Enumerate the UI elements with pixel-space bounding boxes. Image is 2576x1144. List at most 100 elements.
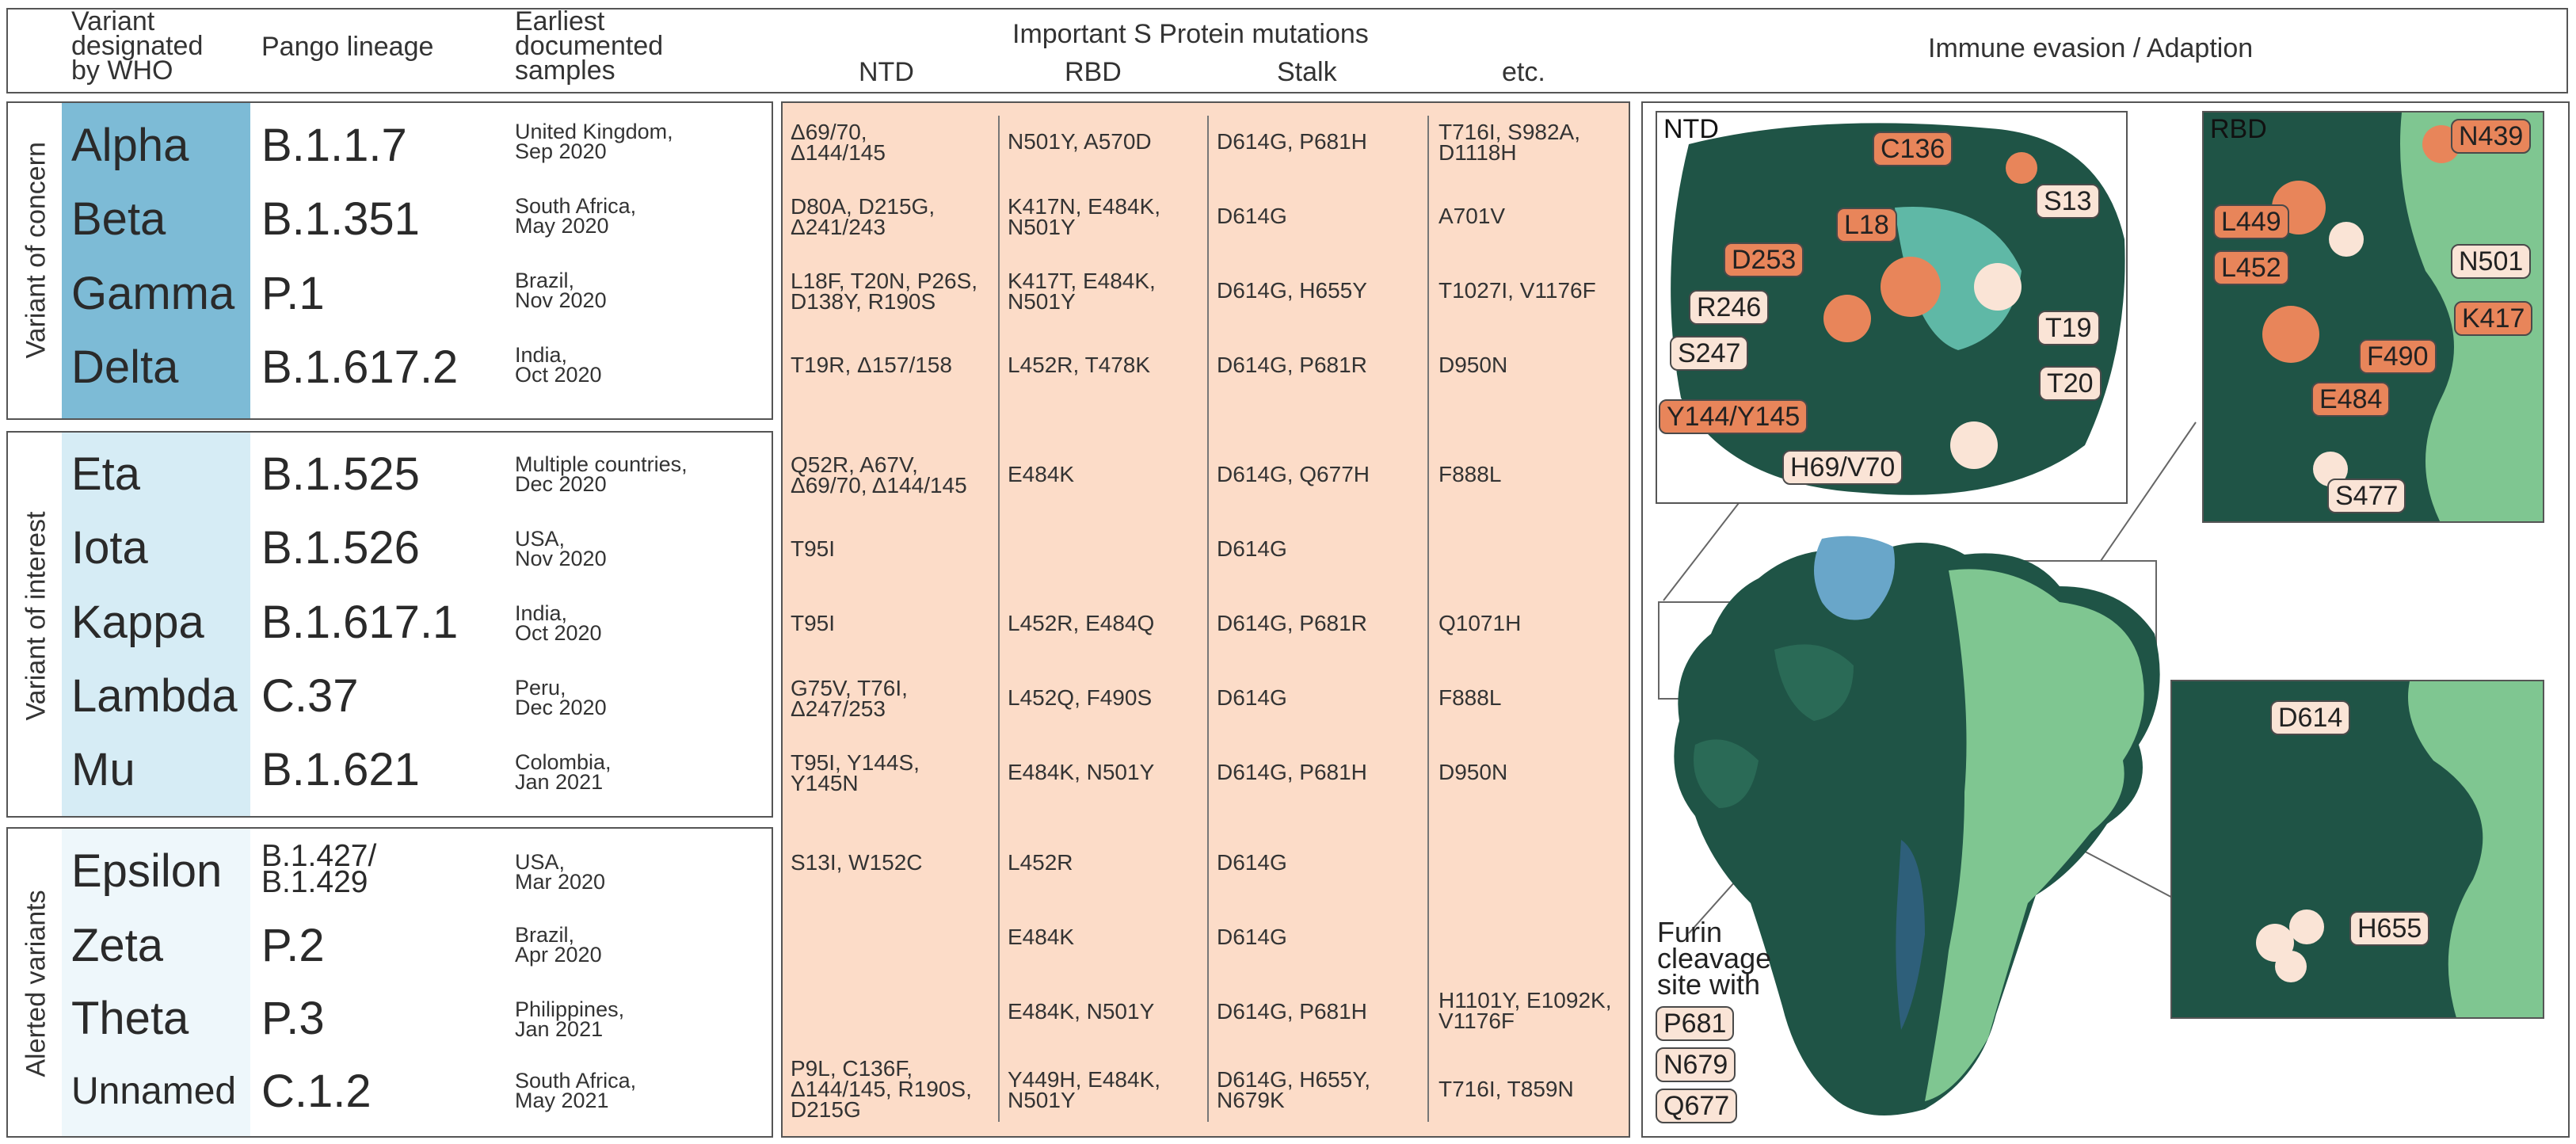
alerted-color-band <box>62 829 250 1136</box>
pango-lineage: B.1.351 <box>261 193 420 245</box>
rbd-panel-title: RBD <box>2210 114 2267 144</box>
pango-lineage: P.3 <box>261 993 325 1044</box>
ntd-mutations: Δ69/70, Δ144/145 <box>791 120 886 165</box>
sample-origin: USA, Mar 2020 <box>515 850 606 894</box>
rbd-mutations: Y449H, E484K, N501Y <box>1008 1067 1161 1112</box>
mutation-label: Y144/Y145 <box>1659 399 1808 434</box>
pango-lineage: P.2 <box>261 920 325 971</box>
other-mutations: F888L <box>1439 462 1502 486</box>
mutation-label: H655 <box>2349 911 2430 946</box>
rbd-mutations: E484K, N501Y <box>1008 999 1155 1024</box>
mutation-label: D253 <box>1724 242 1804 277</box>
other-mutations: A701V <box>1439 204 1506 228</box>
mutation-label: L449 <box>2213 204 2289 239</box>
variant-name: Kappa <box>71 597 204 648</box>
concern-color-band <box>62 103 250 418</box>
header-stalk: Stalk <box>1277 57 1337 87</box>
ntd-mutations: T95I, Y144S, Y145N <box>791 750 920 795</box>
spike-protein-image <box>1674 536 2160 1115</box>
stalk-surface <box>2172 681 2543 1017</box>
sample-origin: Brazil, Apr 2020 <box>515 923 602 967</box>
variant-name: Zeta <box>71 920 164 971</box>
ntd-mutations: T95I <box>791 611 836 635</box>
ntd-mutations: T95I <box>791 536 836 561</box>
header-box <box>6 8 2568 93</box>
ntd-mutations: S13I, W152C <box>791 850 923 875</box>
stalk-mutations: D614G, P681H <box>1217 760 1367 784</box>
other-mutations: D950N <box>1439 760 1508 784</box>
other-mutations: T716I, S982A, D1118H <box>1439 120 1581 165</box>
variant-name: Lambda <box>71 670 238 722</box>
other-mutations: T1027I, V1176F <box>1439 278 1596 303</box>
ntd-zoom-panel: NTD <box>1656 111 2128 504</box>
variant-name: Gamma <box>71 268 235 319</box>
mutation-block <box>781 101 1630 1138</box>
ntd-mutations: G75V, T76I, Δ247/253 <box>791 676 908 721</box>
group-alerted-box <box>6 827 773 1138</box>
variant-name: Mu <box>71 744 135 795</box>
mutation-label: K417 <box>2454 301 2533 336</box>
variant-name: Iota <box>71 522 148 574</box>
interest-color-band <box>62 433 250 816</box>
mutation-label: D614 <box>2270 700 2351 735</box>
divider-rbd-stalk <box>1207 116 1209 1122</box>
pango-lineage: B.1.525 <box>261 448 420 500</box>
rbd-mutations: L452Q, F490S <box>1008 685 1153 710</box>
mutation-label: L452 <box>2213 250 2289 285</box>
sample-origin: Peru, Dec 2020 <box>515 676 607 719</box>
stalk-mutations: D614G <box>1217 204 1287 228</box>
sample-origin: South Africa, May 2021 <box>515 1069 637 1112</box>
ntd-mutations: Q52R, A67V, Δ69/70, Δ144/145 <box>791 452 967 498</box>
rbd-mutations: K417N, E484K, N501Y <box>1008 194 1161 239</box>
rbd-mutations: L452R, E484Q <box>1008 611 1155 635</box>
stalk-mutations: D614G, H655Y, N679K <box>1217 1067 1371 1112</box>
sample-origin: USA, Nov 2020 <box>515 527 607 570</box>
sample-origin: India, Oct 2020 <box>515 343 602 387</box>
header-variant: Variant designated by WHO <box>71 6 204 86</box>
pango-lineage: B.1.427/B.1.429 <box>261 839 377 899</box>
other-mutations: Q1071H <box>1439 611 1522 635</box>
rbd-mutations: E484K, N501Y <box>1008 760 1155 784</box>
variant-name: Beta <box>71 193 166 245</box>
stalk-mutations: D614G, P681R <box>1217 353 1367 377</box>
ntd-mutations: D80A, D215G, Δ241/243 <box>791 194 936 239</box>
mutation-label: N501 <box>2451 244 2532 279</box>
furin-caption: Furin cleavage site with <box>1657 916 1772 1001</box>
pango-lineage: C.1.2 <box>261 1066 372 1117</box>
mutation-label: C136 <box>1873 132 1953 166</box>
sample-origin: India, Oct 2020 <box>515 601 602 645</box>
sample-origin: United Kingdom, Sep 2020 <box>515 120 673 163</box>
group-label-alerted: Alerted variants <box>21 890 51 1077</box>
rbd-mutations: L452R <box>1008 850 1073 875</box>
ntd-mutations: T19R, Δ157/158 <box>791 353 952 377</box>
variant-name: Theta <box>71 993 189 1044</box>
mutation-label: P681 <box>1656 1006 1735 1041</box>
mutation-label: S477 <box>2327 479 2406 513</box>
stalk-mutations: D614G <box>1217 685 1287 710</box>
mutation-label: H69/V70 <box>1782 450 1903 485</box>
other-mutations: F888L <box>1439 685 1502 710</box>
variant-name: Unnamed <box>71 1070 237 1112</box>
mutation-label: T19 <box>2037 311 2100 345</box>
header-mutations: Important S Protein mutations <box>1012 19 1369 49</box>
other-mutations: D950N <box>1439 353 1508 377</box>
sample-origin: Brazil, Nov 2020 <box>515 269 607 312</box>
stalk-mutations: D614G, Q677H <box>1217 462 1370 486</box>
sample-origin: South Africa, May 2020 <box>515 194 637 238</box>
ntd-mutations: P9L, C136F, Δ144/145, R190S, D215G <box>791 1056 972 1122</box>
header-etc: etc. <box>1502 57 1545 87</box>
group-concern-box <box>6 101 773 420</box>
mutation-label: Q677 <box>1656 1089 1738 1123</box>
stalk-mutations: D614G, P681R <box>1217 611 1367 635</box>
pango-lineage: B.1.617.2 <box>261 341 459 393</box>
sample-origin: Colombia, Jan 2021 <box>515 750 612 794</box>
stalk-mutations: D614G, P681H <box>1217 129 1367 154</box>
divider-stalk-etc <box>1427 116 1429 1122</box>
rbd-mutations: L452R, T478K <box>1008 353 1151 377</box>
group-label-interest: Variant of interest <box>21 511 51 721</box>
sample-origin: Philippines, Jan 2021 <box>515 997 625 1041</box>
immune-figure-box <box>1641 101 2570 1138</box>
stalk-mutations: D614G <box>1217 925 1287 949</box>
header-lineage: Pango lineage <box>261 32 434 62</box>
sample-origin: Multiple countries, Dec 2020 <box>515 452 688 496</box>
